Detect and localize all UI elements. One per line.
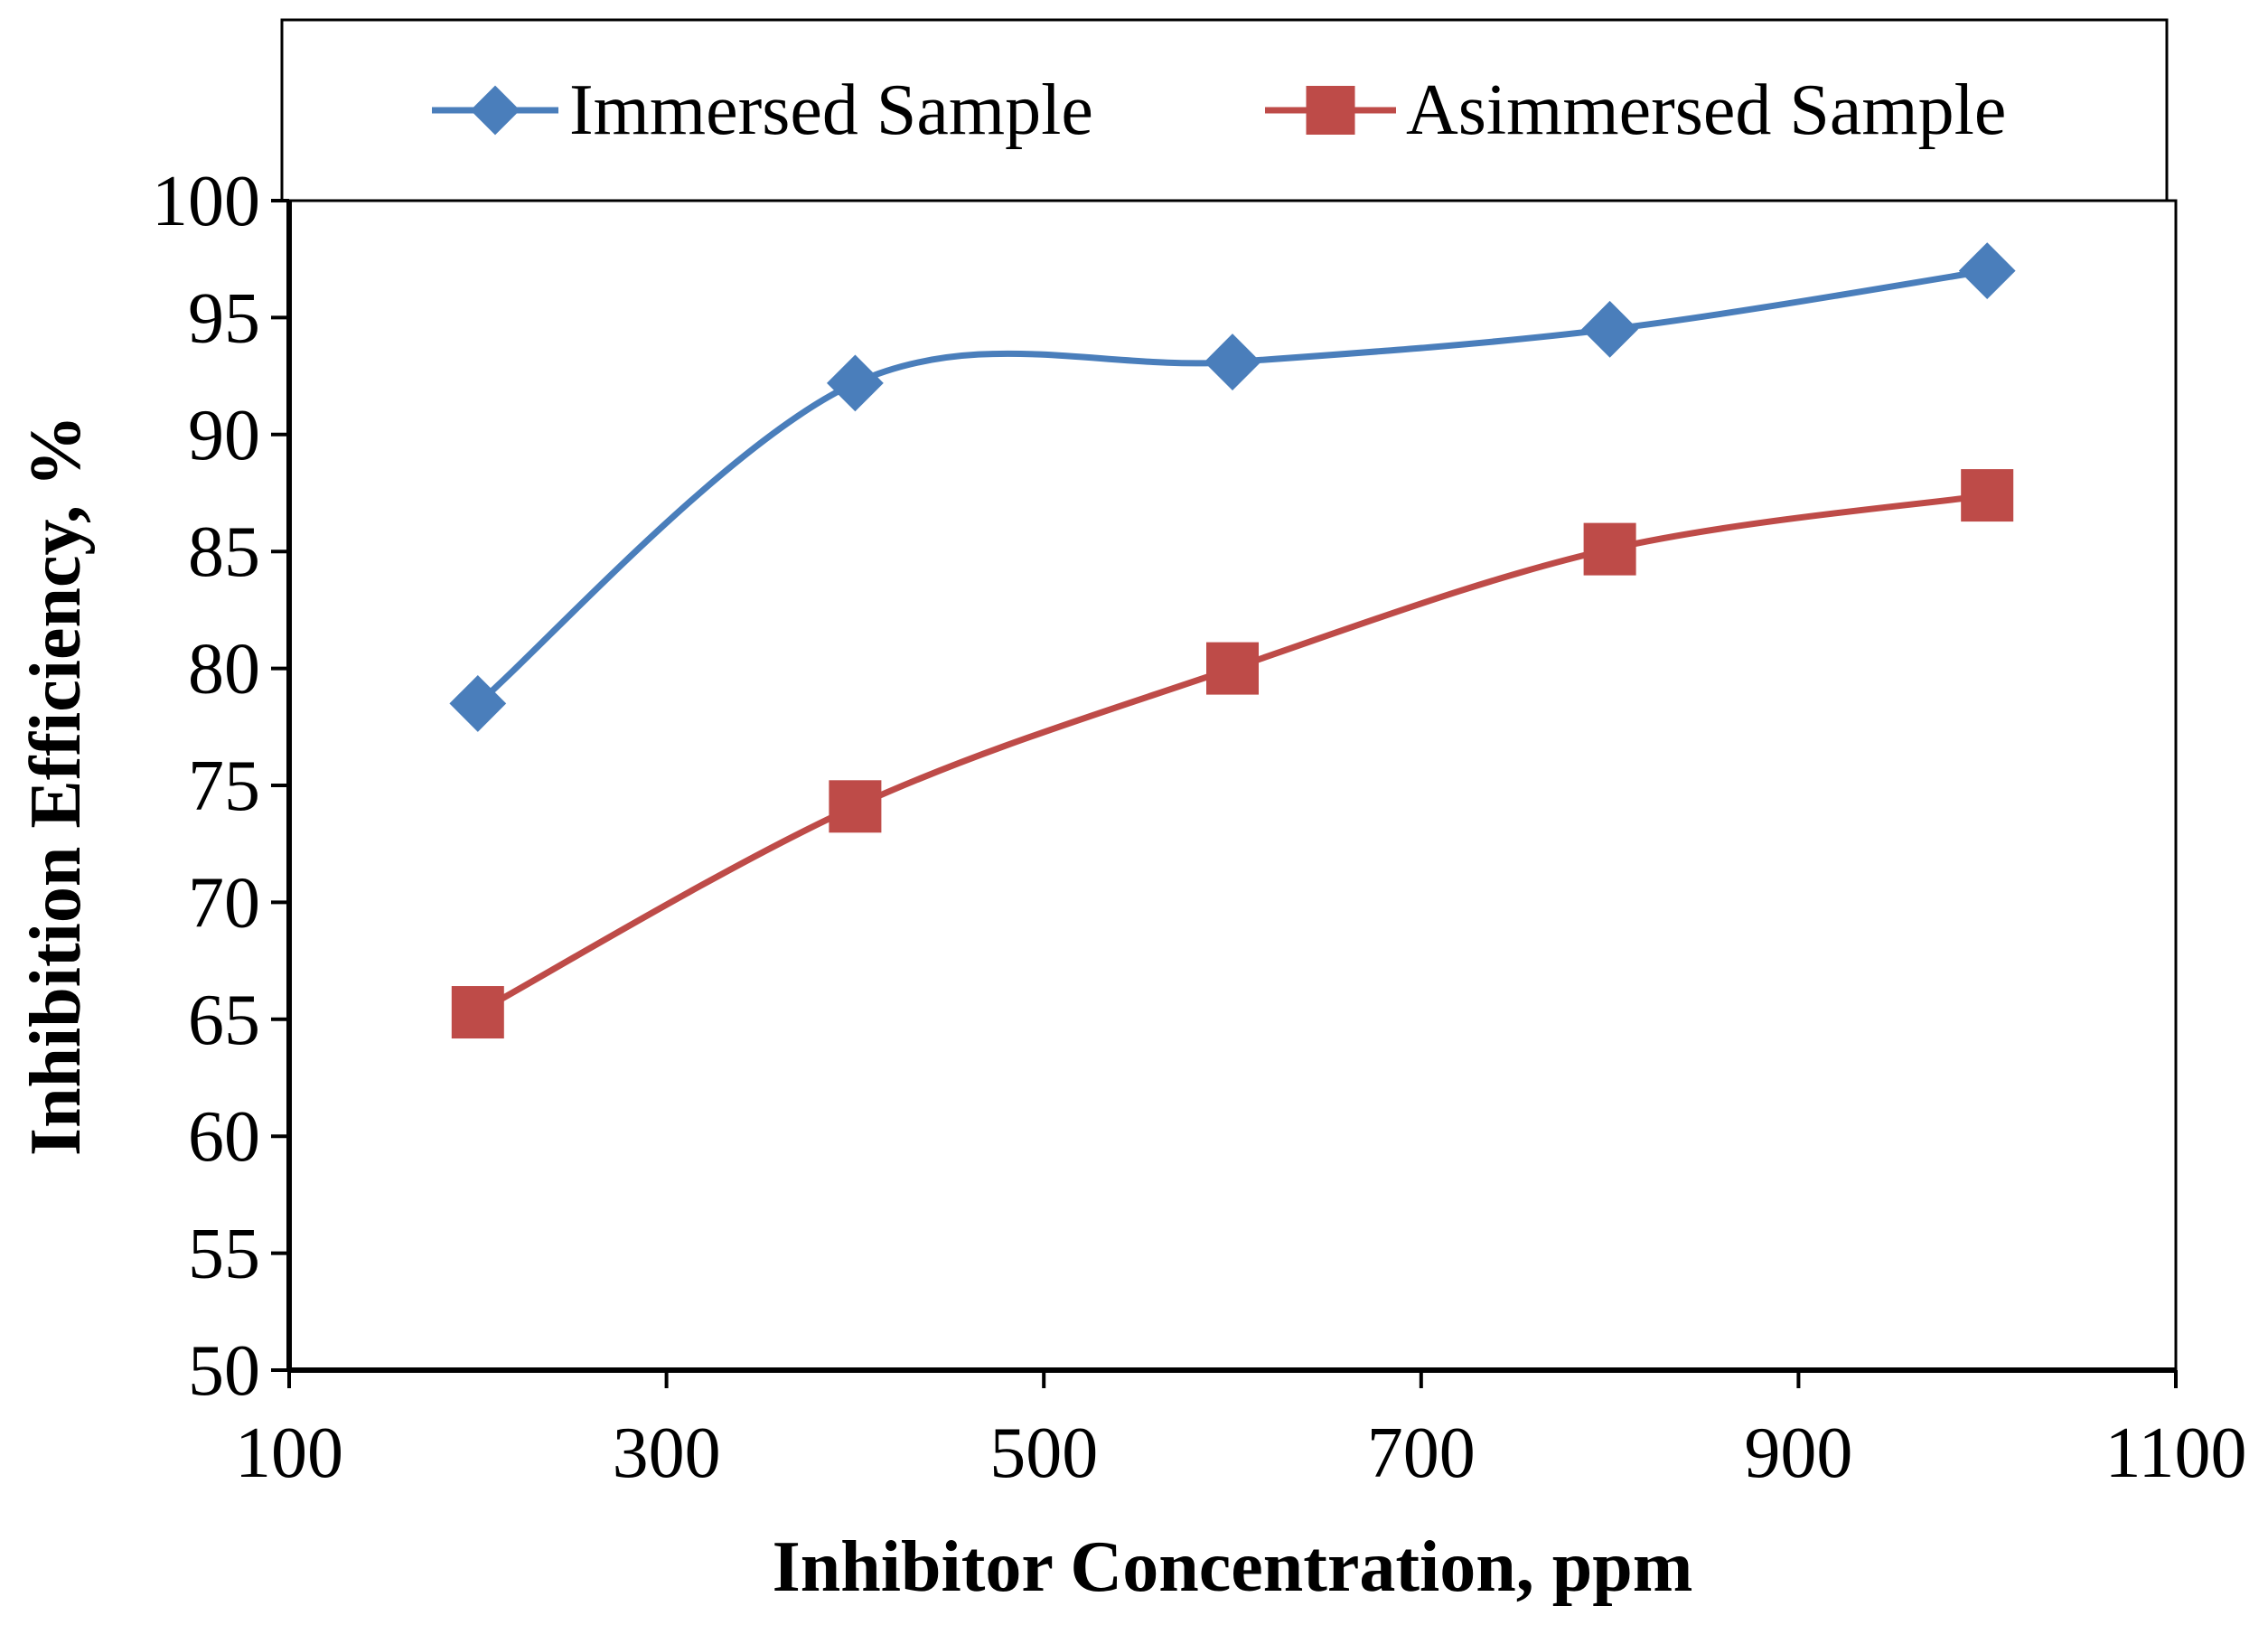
data-point <box>1206 642 1259 695</box>
legend-item: Immersed Sample <box>432 70 1093 150</box>
x-tick-label: 900 <box>1744 1414 1852 1493</box>
legend-box <box>280 18 2169 202</box>
axes: 50 55 60 65 70 75 80 85 90 95 100 100 300 500 700 900 11… <box>152 162 2247 1493</box>
legend-item: Asimmersed Sample <box>1265 70 2006 150</box>
data-point <box>449 675 507 732</box>
legend-label: Immersed Sample <box>569 70 1093 150</box>
series-asimmersed-sample <box>451 469 2014 1039</box>
data-point <box>1581 300 1639 358</box>
data-point <box>829 780 882 833</box>
x-tick-label: 100 <box>235 1414 343 1493</box>
data-point <box>451 986 504 1039</box>
y-tick-label: 85 <box>188 512 260 592</box>
data-point <box>1204 333 1261 390</box>
series-immersed-sample <box>449 242 2016 732</box>
x-tick-label: 500 <box>989 1414 1098 1493</box>
data-point <box>826 354 884 412</box>
legend-label: Asimmersed Sample <box>1406 70 2006 150</box>
y-tick-label: 95 <box>188 278 260 358</box>
x-tick-label: 1100 <box>2104 1414 2246 1493</box>
y-tick-label: 60 <box>188 1097 260 1177</box>
x-tick-label: 300 <box>613 1414 721 1493</box>
data-point <box>1958 242 2016 300</box>
y-tick-label: 75 <box>188 747 260 826</box>
y-tick-label: 90 <box>188 396 260 475</box>
legend-marker <box>1306 86 1355 135</box>
x-tick-label: 700 <box>1367 1414 1476 1493</box>
legend-marker <box>470 85 520 136</box>
y-tick-label: 70 <box>188 863 260 943</box>
legend: Immersed Sample Asimmersed Sample <box>432 70 2006 150</box>
series-line <box>474 492 1991 1016</box>
data-point <box>1583 522 1636 576</box>
x-axis-title: Inhibitor Concentration, ppm <box>773 1527 1693 1607</box>
y-tick-label: 50 <box>188 1331 260 1411</box>
y-axis-title: Inhibition Efficiency, % <box>16 415 96 1156</box>
series-layer <box>449 242 2016 1039</box>
y-tick-label: 100 <box>152 162 260 241</box>
y-tick-label: 55 <box>188 1215 260 1294</box>
y-tick-label: 80 <box>188 630 260 709</box>
y-tick-label: 65 <box>188 981 260 1060</box>
data-point <box>1961 469 2014 522</box>
